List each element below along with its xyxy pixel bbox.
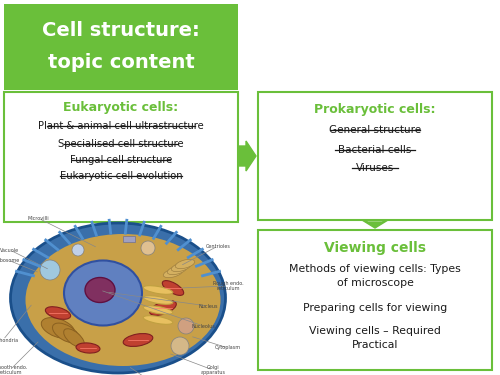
FancyBboxPatch shape	[258, 230, 492, 370]
FancyArrow shape	[238, 141, 256, 171]
Text: Microvilli: Microvilli	[27, 216, 49, 220]
FancyArrow shape	[362, 220, 388, 228]
Text: Fungal cell structure: Fungal cell structure	[70, 155, 172, 165]
Text: Specialised cell structure: Specialised cell structure	[58, 139, 184, 149]
Ellipse shape	[85, 278, 115, 303]
FancyBboxPatch shape	[123, 236, 135, 242]
Text: Nucleolus: Nucleolus	[191, 324, 215, 328]
Ellipse shape	[52, 323, 80, 343]
Ellipse shape	[171, 337, 189, 355]
Ellipse shape	[178, 318, 194, 334]
Text: Viewing cells – Required
Practical: Viewing cells – Required Practical	[309, 326, 441, 350]
Ellipse shape	[143, 306, 173, 314]
Ellipse shape	[46, 307, 70, 319]
Text: Viruses: Viruses	[356, 163, 394, 173]
Ellipse shape	[123, 333, 153, 346]
Ellipse shape	[172, 262, 190, 272]
Text: Cell structure:: Cell structure:	[42, 21, 200, 39]
Text: Rough endo.
reticulum: Rough endo. reticulum	[212, 280, 244, 291]
Ellipse shape	[42, 318, 74, 338]
FancyBboxPatch shape	[258, 92, 492, 220]
Text: Plant & animal cell ultrastructure: Plant & animal cell ultrastructure	[38, 121, 204, 131]
Text: Bacterial cells: Bacterial cells	[338, 145, 411, 155]
Text: General structure: General structure	[329, 125, 421, 135]
FancyBboxPatch shape	[4, 4, 238, 90]
Text: Methods of viewing cells: Types
of microscope: Methods of viewing cells: Types of micro…	[289, 264, 461, 288]
Ellipse shape	[64, 261, 142, 326]
Ellipse shape	[64, 329, 84, 347]
Text: Preparing cells for viewing: Preparing cells for viewing	[303, 303, 447, 313]
Ellipse shape	[40, 260, 60, 280]
Text: Golgi
apparatus: Golgi apparatus	[200, 364, 226, 375]
Ellipse shape	[162, 280, 184, 296]
Text: Eukaryotic cells:: Eukaryotic cells:	[64, 102, 178, 114]
Text: Eukaryotic cell evolution: Eukaryotic cell evolution	[60, 171, 182, 181]
Text: Ribosome: Ribosome	[0, 258, 20, 262]
Ellipse shape	[141, 241, 155, 255]
Ellipse shape	[76, 343, 100, 353]
Ellipse shape	[176, 260, 195, 268]
Ellipse shape	[143, 316, 173, 324]
Text: Mitochondria: Mitochondria	[0, 338, 19, 342]
Ellipse shape	[72, 244, 84, 256]
Ellipse shape	[150, 301, 176, 315]
Text: Nucleus: Nucleus	[198, 303, 218, 309]
Ellipse shape	[10, 223, 226, 373]
FancyBboxPatch shape	[4, 92, 238, 222]
Text: Centrioles: Centrioles	[206, 243, 231, 249]
Ellipse shape	[26, 234, 220, 366]
Ellipse shape	[168, 266, 186, 274]
Text: topic content: topic content	[48, 53, 195, 72]
Text: Prokaryotic cells:: Prokaryotic cells:	[314, 104, 436, 117]
Text: Cytoplasm: Cytoplasm	[215, 345, 241, 351]
Text: Smooth endo.
reticulum: Smooth endo. reticulum	[0, 364, 27, 375]
Text: Vacuole: Vacuole	[0, 248, 20, 252]
Ellipse shape	[143, 286, 173, 294]
Ellipse shape	[143, 296, 173, 304]
Text: Viewing cells: Viewing cells	[324, 241, 426, 255]
Ellipse shape	[164, 268, 182, 278]
